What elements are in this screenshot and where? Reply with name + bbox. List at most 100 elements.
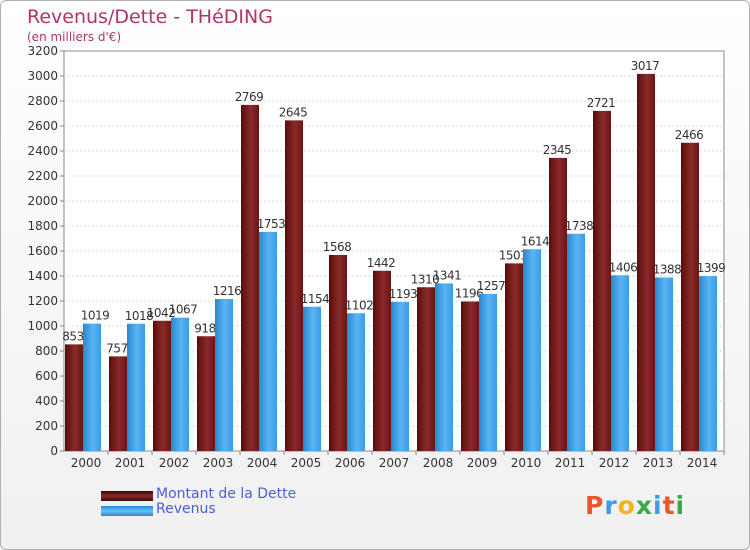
bar-dette (593, 110, 611, 451)
bar-revenus (391, 301, 409, 451)
bar-revenus (127, 323, 145, 451)
data-label-dette: 1568 (323, 240, 352, 254)
legend-label-dette: Montant de la Dette (156, 486, 297, 502)
x-tick-label: 2009 (467, 456, 498, 470)
data-label-dette: 1042 (147, 306, 176, 320)
x-tick-label: 2014 (687, 456, 718, 470)
logo-letter: i (653, 491, 663, 520)
x-tick-label: 2004 (247, 456, 278, 470)
bar-dette (637, 73, 655, 451)
y-tick-label: 800 (35, 344, 58, 358)
y-tick-label: 1000 (27, 319, 58, 333)
y-axis: 0 200 400 600 800 1000 1200 1400 1600 1800 2000 220… (27, 44, 64, 458)
x-tick-label: 2002 (159, 456, 190, 470)
data-label-revenus: 1738 (565, 219, 594, 233)
bar-revenus (303, 306, 321, 451)
data-label-dette: 1501 (499, 248, 528, 262)
legend-swatch-revenus (101, 506, 153, 516)
logo-letter: x (635, 491, 653, 520)
chart-subtitle: (en milliers d'€) (27, 30, 122, 44)
data-label-revenus: 1102 (345, 298, 374, 312)
bar-revenus (479, 293, 497, 451)
logo-letter: i (675, 491, 686, 520)
bar-dette (461, 301, 479, 451)
proxiti-logo: Proxiti (585, 491, 685, 520)
x-tick-label: 2005 (291, 456, 322, 470)
x-tick-label: 2000 (71, 456, 102, 470)
logo-letter: t (662, 491, 676, 520)
bar-dette (197, 336, 215, 451)
bar-dette (109, 356, 127, 451)
x-tick-label: 2008 (423, 456, 454, 470)
data-label-revenus: 1341 (433, 268, 462, 282)
bar-dette (153, 320, 171, 451)
bar-dette (373, 270, 391, 451)
y-tick-label: 1800 (27, 219, 58, 233)
bar-revenus (567, 233, 585, 451)
data-label-revenus: 1193 (389, 287, 418, 301)
legend-swatch-dette (101, 491, 153, 501)
y-tick-label: 2000 (27, 194, 58, 208)
bar-revenus (435, 283, 453, 451)
y-tick-label: 600 (35, 369, 58, 383)
data-label-revenus: 1257 (477, 279, 506, 293)
bar-revenus (523, 249, 541, 451)
legend-label-revenus: Revenus (156, 501, 216, 517)
bar-dette (65, 344, 83, 451)
x-tick-label: 2007 (379, 456, 410, 470)
data-label-revenus: 1019 (81, 309, 110, 323)
logo-letter: P (585, 491, 605, 520)
data-label-dette: 2466 (675, 128, 704, 142)
y-tick-label: 1400 (27, 269, 58, 283)
data-label-revenus: 1406 (609, 260, 638, 274)
data-label-dette: 918 (194, 321, 215, 335)
data-label-revenus: 1399 (697, 261, 726, 275)
x-tick-label: 2012 (599, 456, 630, 470)
logo-letter: o (617, 491, 636, 520)
data-label-revenus: 1614 (521, 234, 550, 248)
x-tick-label: 2011 (555, 456, 586, 470)
x-tick-label: 2006 (335, 456, 366, 470)
data-label-dette: 1442 (367, 256, 396, 270)
y-tick-label: 400 (35, 394, 58, 408)
bar-dette (329, 255, 347, 451)
y-tick-label: 3200 (27, 44, 58, 58)
y-tick-label: 2200 (27, 169, 58, 183)
y-tick-label: 2600 (27, 119, 58, 133)
data-label-revenus: 1154 (301, 292, 330, 306)
y-tick-label: 1600 (27, 244, 58, 258)
bar-revenus (611, 275, 629, 451)
data-label-dette: 1196 (455, 287, 484, 301)
data-label-revenus: 1067 (169, 303, 198, 317)
chart-title: Revenus/Dette - THéDING (27, 6, 273, 28)
y-tick-label: 1200 (27, 294, 58, 308)
data-label-revenus: 1216 (213, 284, 242, 298)
bar-dette (417, 287, 435, 451)
x-axis: 2000 2001 2002 2003 2004 2005 2006 2007 2008 2009… (71, 451, 725, 470)
x-tick-label: 2003 (203, 456, 234, 470)
data-label-dette: 853 (62, 329, 83, 343)
data-label-dette: 2769 (235, 90, 264, 104)
data-label-revenus: 1018 (125, 309, 154, 323)
x-tick-label: 2001 (115, 456, 146, 470)
bar-revenus (347, 313, 365, 451)
bar-revenus (83, 323, 101, 451)
data-label-dette: 2645 (279, 105, 308, 119)
x-tick-label: 2010 (511, 456, 542, 470)
y-tick-label: 2800 (27, 94, 58, 108)
logo-letter: r (604, 491, 618, 520)
y-tick-label: 3000 (27, 69, 58, 83)
bar-dette (505, 263, 523, 451)
bar-dette (681, 142, 699, 451)
data-label-dette: 2345 (543, 143, 572, 157)
bar-revenus (655, 277, 673, 451)
bar-dette (549, 157, 567, 451)
data-label-dette: 2721 (587, 96, 616, 110)
data-label-revenus: 1753 (257, 217, 286, 231)
bar-revenus (171, 317, 189, 451)
y-tick-label: 200 (35, 419, 58, 433)
bar-revenus (699, 276, 717, 451)
x-tick-label: 2013 (643, 456, 674, 470)
